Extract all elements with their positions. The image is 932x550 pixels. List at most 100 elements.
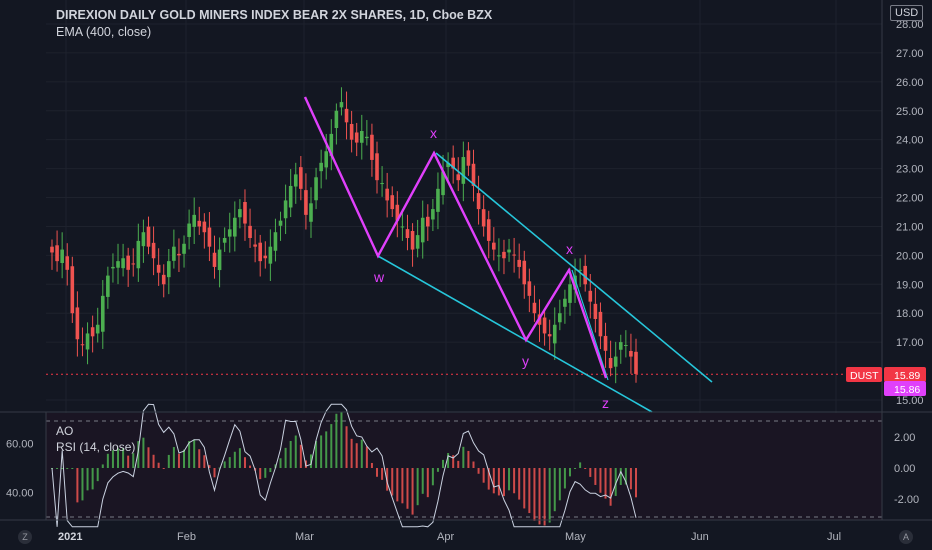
ao-bar: [259, 468, 262, 480]
ao-bar: [360, 439, 363, 468]
candle-body: [324, 151, 329, 168]
wave-label: y: [522, 353, 529, 369]
candle-body: [65, 256, 70, 270]
symbol-tag-label: DUST: [850, 370, 879, 382]
ao-bar: [492, 468, 495, 494]
price-tag-value: 15.86: [894, 384, 920, 396]
candle-body: [192, 214, 196, 227]
ao-bar: [228, 457, 231, 468]
ao-bar: [299, 444, 302, 468]
candle-body: [299, 167, 303, 189]
ao-bar: [635, 468, 637, 498]
rsi-label[interactable]: RSI (14, close): [56, 440, 136, 454]
ao-bar: [477, 468, 480, 474]
ao-bar: [203, 455, 206, 468]
candle-body: [248, 225, 252, 239]
candle-body: [253, 244, 257, 247]
candle-body: [172, 246, 176, 261]
ao-bar: [452, 455, 455, 468]
candle-body: [70, 266, 75, 314]
ao-bar: [96, 468, 99, 482]
ao-bar: [442, 459, 445, 468]
candle-body: [141, 232, 146, 247]
ao-bar: [528, 468, 531, 514]
candle-body: [608, 358, 613, 369]
currency-badge[interactable]: USD: [890, 5, 924, 21]
ao-bar: [370, 462, 373, 468]
candle-body: [532, 302, 537, 314]
candle-body: [329, 133, 334, 157]
wave-label: z: [602, 395, 609, 411]
ao-bar: [243, 457, 246, 468]
candle-body: [309, 203, 313, 222]
candle-body: [268, 246, 273, 264]
candle-body: [425, 216, 430, 227]
ao-bar: [91, 468, 94, 490]
rsi-tick-label: 40.00: [6, 488, 34, 500]
candle-body: [314, 177, 318, 201]
lower-pane: [46, 403, 882, 528]
ao-bar: [320, 435, 323, 468]
candle-body: [283, 200, 288, 219]
time-tick-label: Feb: [177, 531, 196, 543]
ao-bar: [325, 431, 328, 468]
candle-body: [151, 242, 156, 259]
candle-body: [522, 260, 527, 285]
candle-body: [207, 227, 212, 247]
candle-body: [431, 209, 435, 220]
ao-bar: [132, 453, 135, 468]
ao-bar: [56, 468, 59, 469]
ao-bar: [117, 448, 120, 468]
candle-body: [563, 298, 567, 307]
ao-bar: [355, 443, 358, 468]
ao-bar: [589, 468, 592, 477]
candle-body: [441, 171, 445, 196]
time-tick-label: Jun: [691, 531, 709, 543]
candle-body: [177, 253, 181, 256]
price-tag-value: 15.89: [894, 370, 920, 382]
wave-label: x: [430, 125, 437, 141]
ao-bar: [401, 468, 404, 504]
candle-body: [243, 201, 247, 224]
candle-body: [278, 220, 283, 226]
ao-bar: [431, 468, 434, 486]
candle-body: [217, 249, 222, 271]
ao-bar: [584, 468, 587, 469]
candle-body: [568, 284, 572, 303]
ao-bar: [604, 468, 607, 499]
candle-body: [486, 219, 491, 241]
ao-bar: [411, 468, 414, 515]
ao-bar: [249, 465, 252, 468]
candle-body: [624, 345, 628, 347]
candle-body: [603, 335, 608, 351]
candle-body: [420, 217, 425, 243]
candle-body: [136, 240, 141, 269]
candle-body: [517, 259, 521, 267]
ema-indicator-label[interactable]: EMA (400, close): [56, 25, 152, 39]
time-tick-label: Jul: [827, 531, 841, 543]
candle-body: [258, 242, 263, 262]
candle-body: [349, 123, 354, 140]
ao-bar: [594, 468, 597, 485]
ao-bar: [81, 468, 84, 501]
ao-bar: [558, 468, 561, 501]
ao-bar: [284, 447, 287, 468]
price-tag-bg: [884, 381, 926, 396]
ao-bar: [579, 462, 582, 468]
wave-pattern-line: [303, 96, 608, 379]
ao-bar: [599, 468, 602, 493]
ao-bar: [467, 450, 470, 468]
ao-bar: [416, 468, 419, 506]
ao-bar: [436, 468, 439, 472]
candle-body: [512, 254, 516, 256]
pattern-overlays: x w x y z: [46, 96, 882, 413]
price-tick-label: 23.00: [896, 164, 924, 176]
ao-tick-label: 2.00: [894, 432, 915, 444]
auto-scale-button[interactable]: A: [899, 530, 913, 544]
ao-bar: [619, 468, 622, 485]
ao-label[interactable]: AO: [56, 424, 74, 438]
ao-bar: [264, 468, 267, 478]
candle-body: [359, 131, 364, 143]
candle-body: [527, 281, 532, 296]
zoom-button[interactable]: Z: [18, 530, 32, 544]
